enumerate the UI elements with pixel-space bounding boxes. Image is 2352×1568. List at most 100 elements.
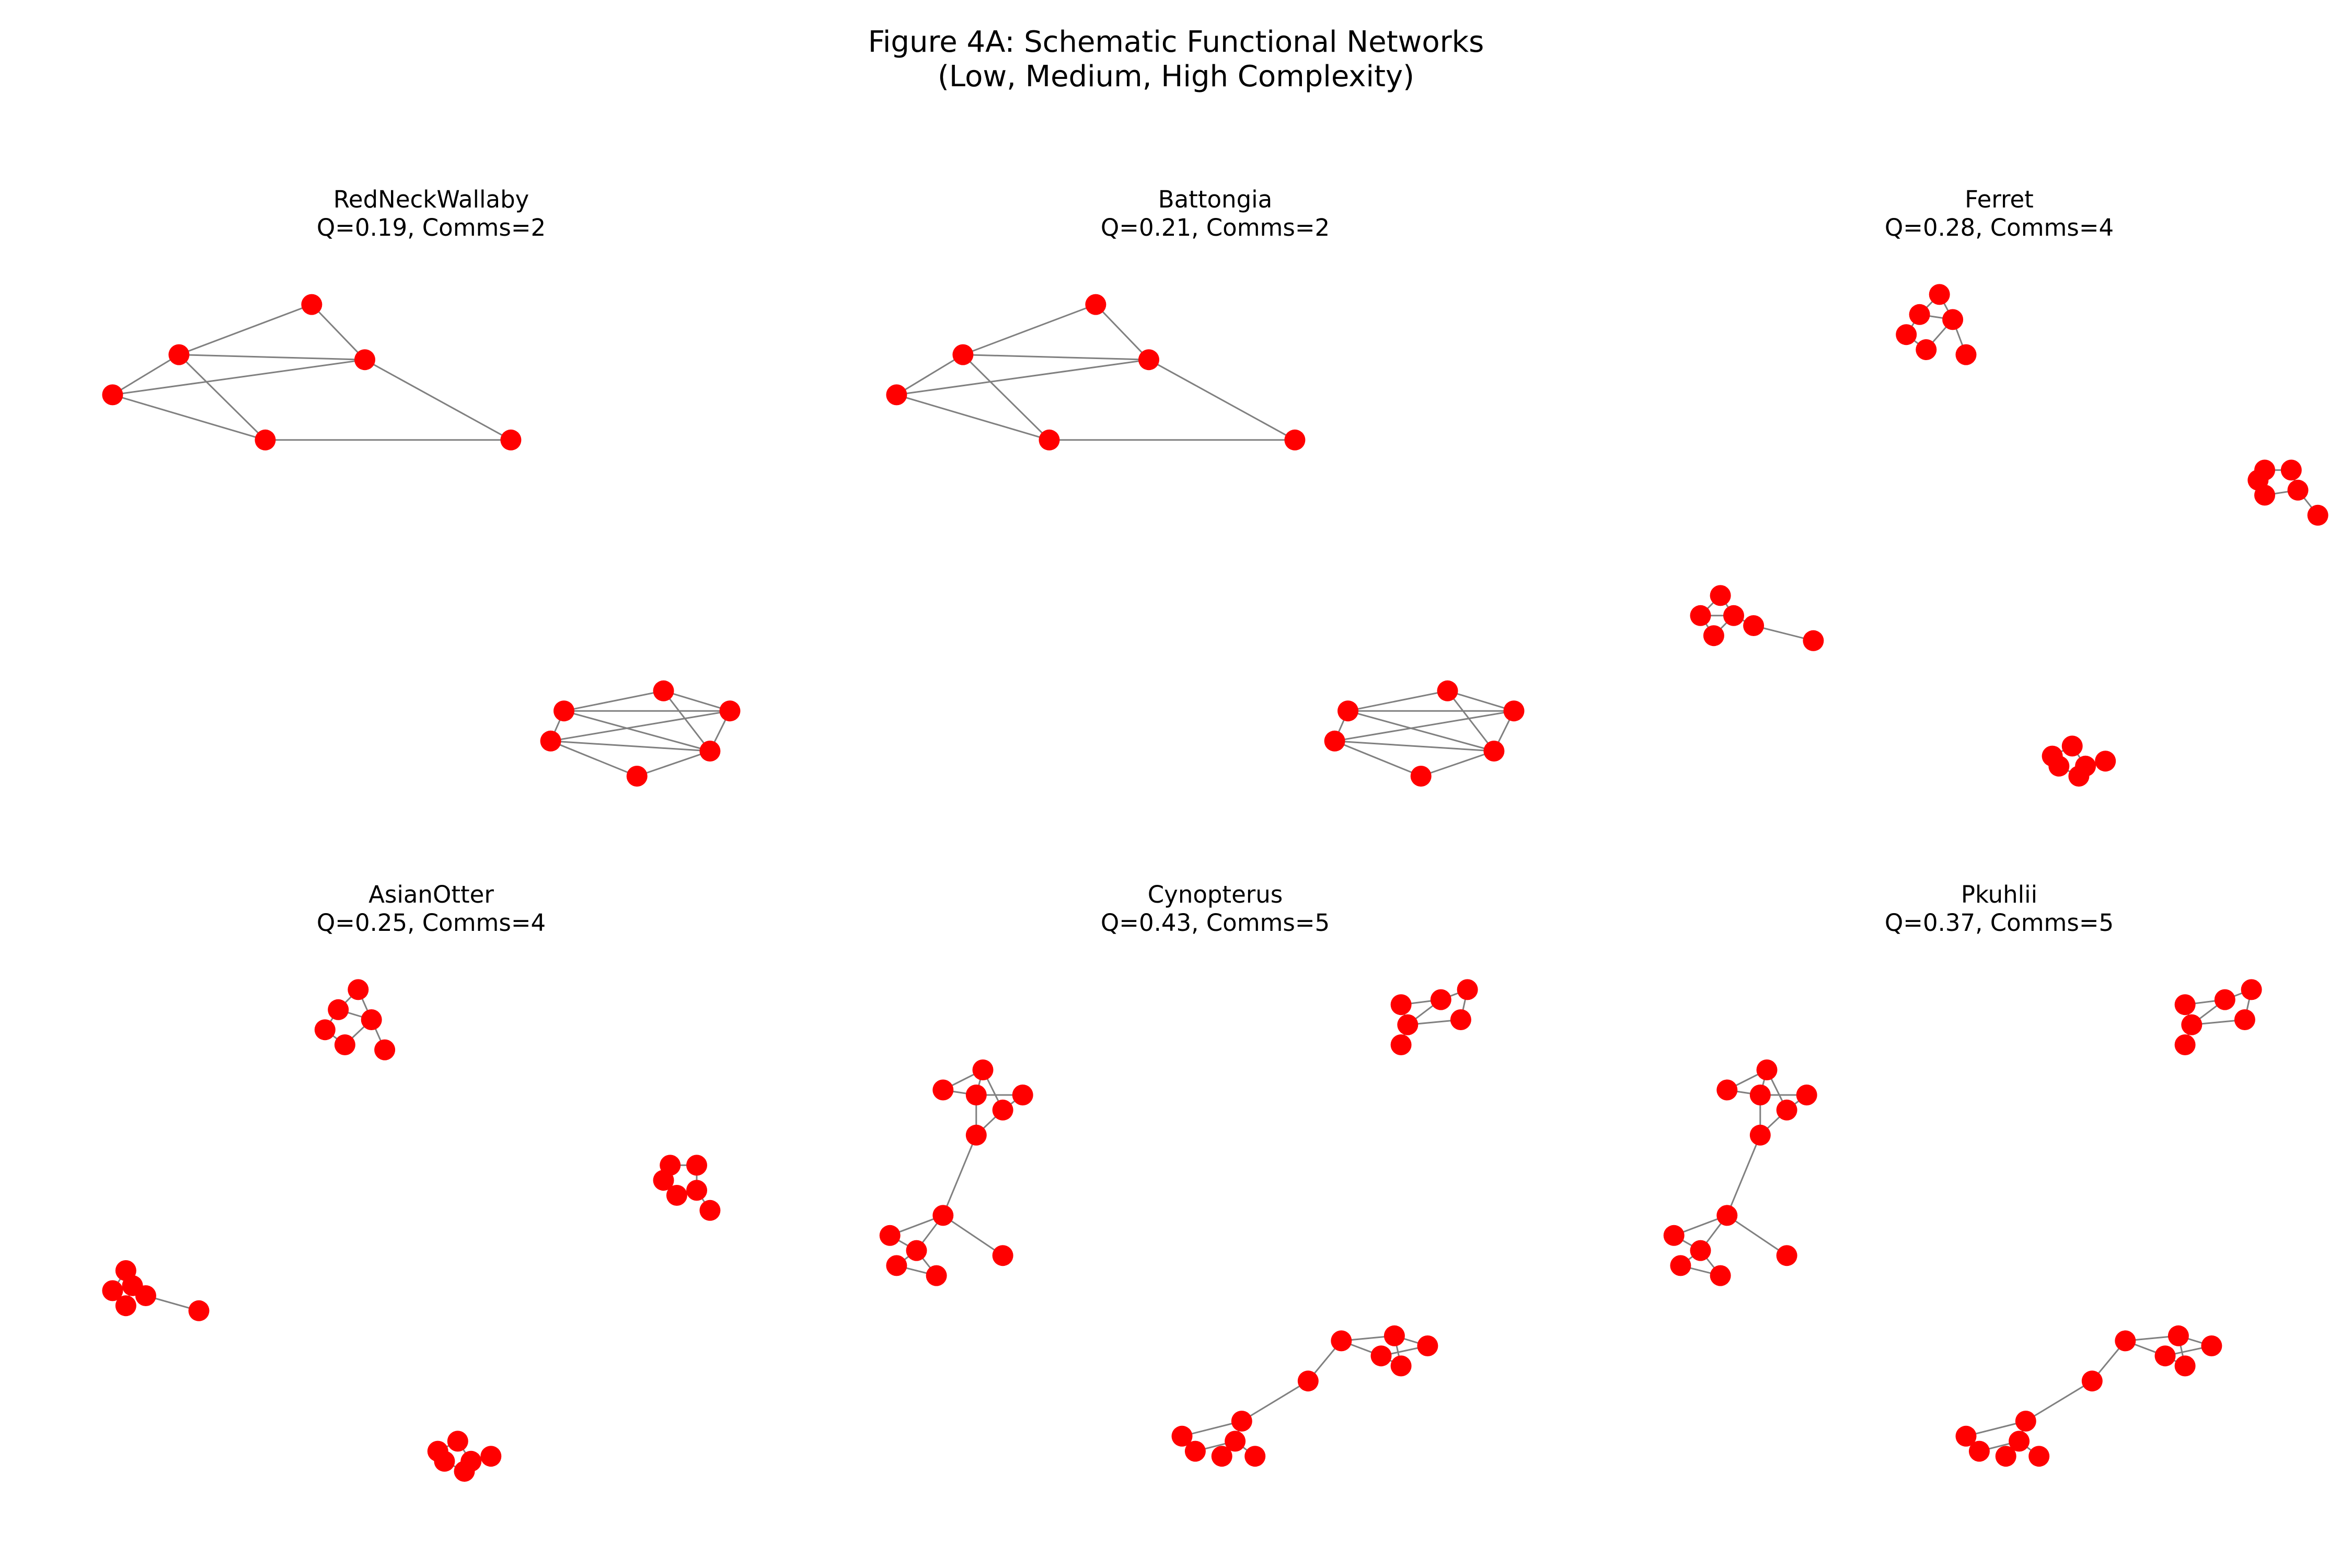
- network-node: [1929, 284, 1950, 305]
- network-edge: [112, 354, 180, 396]
- network-edge: [1726, 1215, 1788, 1256]
- network-edge: [896, 394, 1050, 441]
- network-node: [2174, 1355, 2196, 1377]
- panel-name: RedNeckWallaby: [333, 186, 529, 213]
- network-graph: [102, 294, 741, 787]
- network-node: [1743, 615, 1765, 636]
- network-node: [328, 999, 349, 1020]
- panel-name: Pkuhlii: [1961, 881, 2038, 908]
- network-node: [2254, 485, 2275, 506]
- network-node: [454, 1461, 475, 1482]
- network-node: [1749, 1085, 1771, 1105]
- network-node: [102, 1280, 123, 1301]
- network-node: [1450, 1009, 1471, 1030]
- network-node: [1410, 766, 1432, 787]
- network-node: [906, 1240, 927, 1261]
- network-node: [653, 1170, 674, 1191]
- panel-name: Cynopterus: [1147, 881, 1283, 908]
- network-node: [1896, 324, 1917, 345]
- figure-title-line2: (Low, Medium, High Complexity): [938, 60, 1414, 94]
- panel-stats: Q=0.21, Comms=2: [1100, 214, 1330, 241]
- network-node: [1324, 730, 1345, 752]
- network-node: [1457, 979, 1478, 1000]
- panel-title: Cynopterus Q=0.43, Comms=5: [862, 881, 1568, 937]
- network-node: [1297, 1370, 1319, 1392]
- panel-title: AsianOtter Q=0.25, Comms=4: [78, 881, 784, 937]
- network-node: [1690, 605, 1711, 626]
- network-node: [1039, 429, 1060, 451]
- network-node: [1703, 625, 1724, 647]
- network-node: [102, 384, 123, 406]
- network-node: [168, 344, 190, 365]
- network-node: [932, 1205, 954, 1226]
- network-edge: [1347, 710, 1494, 752]
- network-node: [540, 730, 561, 752]
- network-node: [886, 384, 907, 406]
- network-node: [1909, 304, 1930, 325]
- network-node: [1670, 1255, 1691, 1276]
- network-edge: [1726, 1135, 1761, 1216]
- network-node: [1716, 1079, 1738, 1101]
- network-graph: [879, 979, 1478, 1467]
- network-edge: [178, 354, 266, 441]
- network-node: [2287, 479, 2309, 501]
- network-node: [354, 349, 375, 371]
- network-node: [2174, 1034, 2196, 1055]
- network-node: [2009, 1431, 2030, 1452]
- network-node: [666, 1185, 687, 1206]
- panel-cynopterus: Cynopterus Q=0.43, Comms=5: [862, 881, 1568, 1534]
- network-node: [1955, 1425, 1977, 1447]
- network-edge: [2025, 1380, 2093, 1422]
- network-edge: [942, 1135, 977, 1216]
- network-node: [2181, 1014, 2203, 1035]
- network-node: [886, 1255, 907, 1276]
- panel-redneckwallaby: RedNeckWallaby Q=0.19, Comms=2: [78, 186, 784, 839]
- network-node: [2154, 1345, 2176, 1367]
- network-node: [1331, 1330, 1352, 1352]
- network-edge: [550, 710, 730, 742]
- network-edge: [896, 354, 964, 396]
- network-graph: [102, 979, 721, 1482]
- network-node: [2167, 1325, 2189, 1346]
- network-node: [965, 1085, 987, 1105]
- network-node: [932, 1079, 954, 1101]
- network-node: [699, 1200, 721, 1221]
- network-node: [1916, 339, 1937, 360]
- network-edge: [563, 690, 664, 712]
- network-node: [1716, 1205, 1738, 1226]
- network-node: [348, 979, 369, 1000]
- panel-ferret: Ferret Q=0.28, Comms=4: [1646, 186, 2352, 839]
- network-node: [2028, 1446, 2050, 1467]
- panel-name: Battongia: [1158, 186, 1273, 213]
- network-node: [1776, 1099, 1797, 1121]
- network-node: [1430, 989, 1451, 1010]
- network-node: [879, 1225, 901, 1246]
- network-node: [2201, 1335, 2222, 1356]
- network-node: [2081, 1370, 2103, 1392]
- network-edge: [1148, 359, 1296, 441]
- network-node: [992, 1099, 1013, 1121]
- network-node: [255, 429, 276, 451]
- network-node: [1663, 1225, 1685, 1246]
- network-node: [1338, 700, 1358, 722]
- panel-stats: Q=0.28, Comms=4: [1884, 214, 2114, 241]
- network-node: [554, 700, 574, 722]
- network-node: [1171, 1425, 1193, 1447]
- panel-name: Ferret: [1965, 186, 2034, 213]
- network-edge: [550, 740, 710, 752]
- network-node: [626, 766, 648, 787]
- network-node: [2307, 504, 2328, 526]
- network-edge: [1447, 690, 1514, 712]
- network-node: [1012, 1085, 1033, 1105]
- panel-title: Battongia Q=0.21, Comms=2: [862, 186, 1568, 242]
- network-node: [1370, 1345, 1392, 1367]
- network-edge: [563, 710, 710, 752]
- network-node: [1749, 1124, 1771, 1146]
- network-node: [2015, 1411, 2036, 1432]
- network-node: [699, 741, 721, 762]
- network-node: [1390, 1355, 1412, 1377]
- network-edge: [179, 354, 365, 361]
- network-edge: [942, 1215, 1004, 1256]
- network-edge: [1095, 304, 1150, 361]
- network-node: [1723, 605, 1744, 626]
